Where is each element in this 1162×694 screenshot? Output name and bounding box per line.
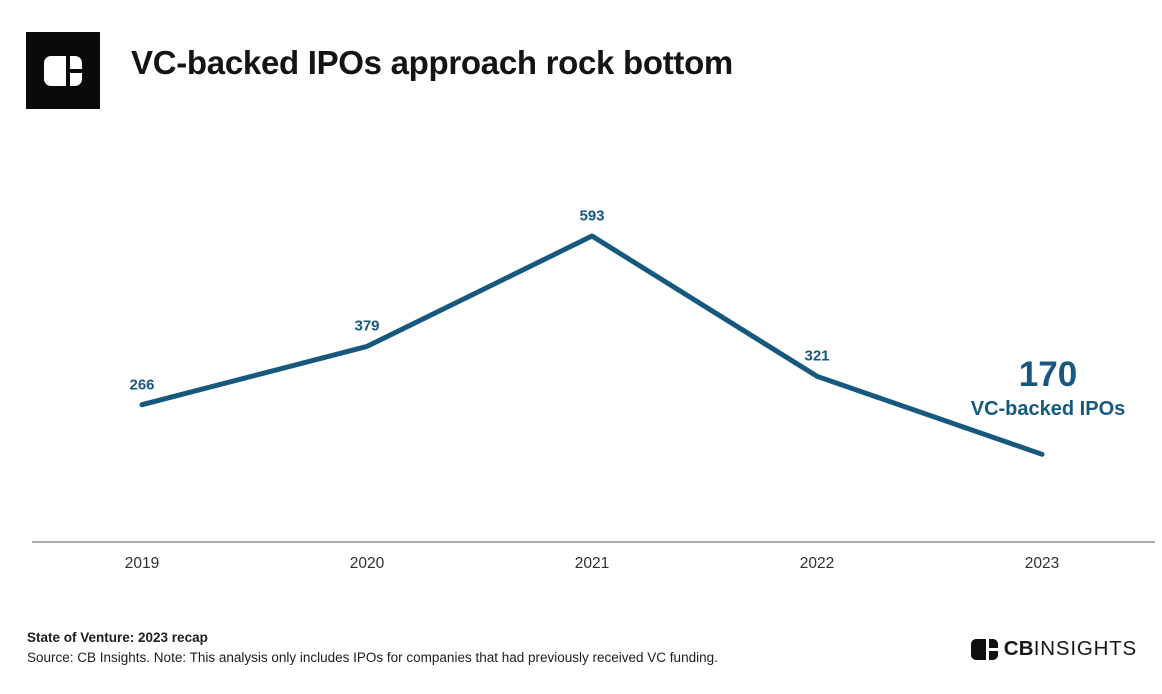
cb-insights-logo-icon bbox=[26, 32, 100, 109]
x-axis-tick-label: 2021 bbox=[574, 555, 610, 572]
cb-insights-wordmark: CBINSIGHTS bbox=[970, 637, 1137, 661]
data-point-label: 379 bbox=[354, 317, 380, 335]
final-value: 170 bbox=[1018, 355, 1078, 394]
page-title: VC-backed IPOs approach rock bottom bbox=[131, 44, 733, 81]
data-point-label: 593 bbox=[579, 207, 605, 225]
x-axis-tick-label: 2022 bbox=[799, 555, 835, 572]
x-axis-tick-label: 2019 bbox=[124, 555, 160, 572]
footer-notes: State of Venture: 2023 recap Source: CB … bbox=[27, 628, 718, 668]
x-axis-tick-label: 2020 bbox=[349, 555, 385, 572]
wordmark-cb: CB bbox=[1003, 637, 1034, 660]
final-value-label: VC-backed IPOs bbox=[970, 397, 1126, 420]
data-point-label: 321 bbox=[804, 347, 830, 365]
x-axis-tick-label: 2023 bbox=[1024, 555, 1060, 572]
cb-glyph-icon bbox=[44, 55, 82, 86]
wordmark-text: CBINSIGHTS bbox=[1004, 637, 1137, 661]
report-title: State of Venture: 2023 recap bbox=[27, 630, 208, 645]
source-note: Source: CB Insights. Note: This analysis… bbox=[27, 650, 718, 665]
final-value-annotation: 170 VC-backed IPOs bbox=[970, 355, 1126, 421]
wordmark-insights: INSIGHTS bbox=[1033, 637, 1137, 660]
series-line bbox=[139, 233, 1045, 457]
cb-insights-footer-icon bbox=[970, 638, 998, 660]
data-point-label: 266 bbox=[129, 376, 155, 394]
